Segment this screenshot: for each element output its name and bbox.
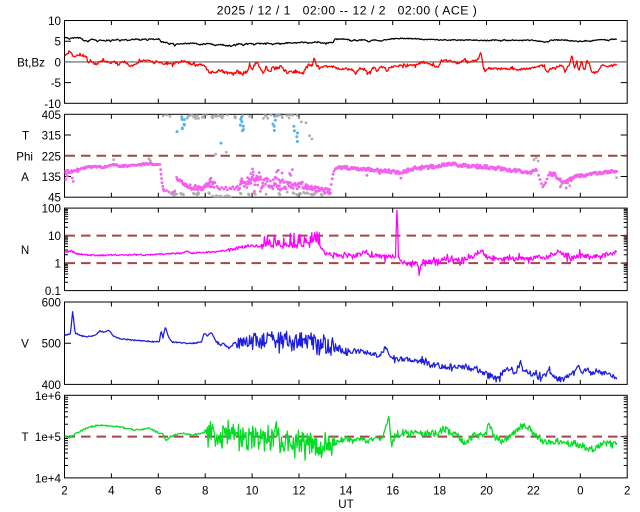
svg-text:1: 1	[55, 258, 61, 271]
svg-text:1e+4: 1e+4	[35, 472, 62, 485]
svg-text:2025 / 12 / 1 02:00 -- 12 /: 2025 / 12 / 1 02:00 -- 12 / 2 02:00 ( AC…	[217, 4, 478, 18]
svg-text:1e+5: 1e+5	[35, 431, 61, 444]
svg-text:10: 10	[246, 484, 259, 497]
svg-text:N: N	[21, 244, 29, 257]
svg-text:0.1: 0.1	[45, 285, 61, 298]
svg-text:500: 500	[42, 338, 61, 351]
svg-text:8: 8	[202, 484, 208, 497]
svg-text:2: 2	[61, 484, 67, 497]
svg-text:V: V	[21, 338, 29, 351]
svg-text:0: 0	[577, 484, 583, 497]
svg-text:225: 225	[42, 150, 61, 163]
svg-text:2: 2	[624, 484, 630, 497]
svg-text:Bt,Bz: Bt,Bz	[17, 56, 45, 69]
svg-text:-10: -10	[44, 98, 61, 111]
svg-text:315: 315	[42, 130, 61, 143]
svg-text:600: 600	[42, 297, 61, 310]
svg-text:135: 135	[42, 171, 61, 184]
svg-text:Phi: Phi	[16, 150, 33, 163]
svg-text:100: 100	[42, 203, 61, 216]
svg-text:22: 22	[527, 484, 540, 497]
svg-text:4: 4	[108, 484, 115, 497]
svg-text:12: 12	[293, 484, 306, 497]
svg-text:T: T	[22, 130, 29, 143]
svg-text:0: 0	[55, 56, 61, 69]
svg-text:1e+6: 1e+6	[35, 390, 61, 403]
svg-text:5: 5	[55, 36, 61, 49]
svg-text:45: 45	[48, 192, 61, 205]
svg-text:10: 10	[48, 230, 61, 243]
svg-text:10: 10	[48, 15, 61, 28]
svg-text:T: T	[21, 431, 28, 444]
svg-text:18: 18	[433, 484, 446, 497]
svg-text:6: 6	[155, 484, 161, 497]
svg-text:14: 14	[339, 484, 352, 497]
svg-text:-5: -5	[51, 77, 61, 90]
svg-text:16: 16	[386, 484, 399, 497]
svg-text:UT: UT	[338, 498, 353, 511]
svg-text:A: A	[21, 171, 29, 184]
svg-text:405: 405	[42, 109, 61, 122]
svg-text:400: 400	[42, 379, 61, 392]
svg-text:20: 20	[480, 484, 493, 497]
